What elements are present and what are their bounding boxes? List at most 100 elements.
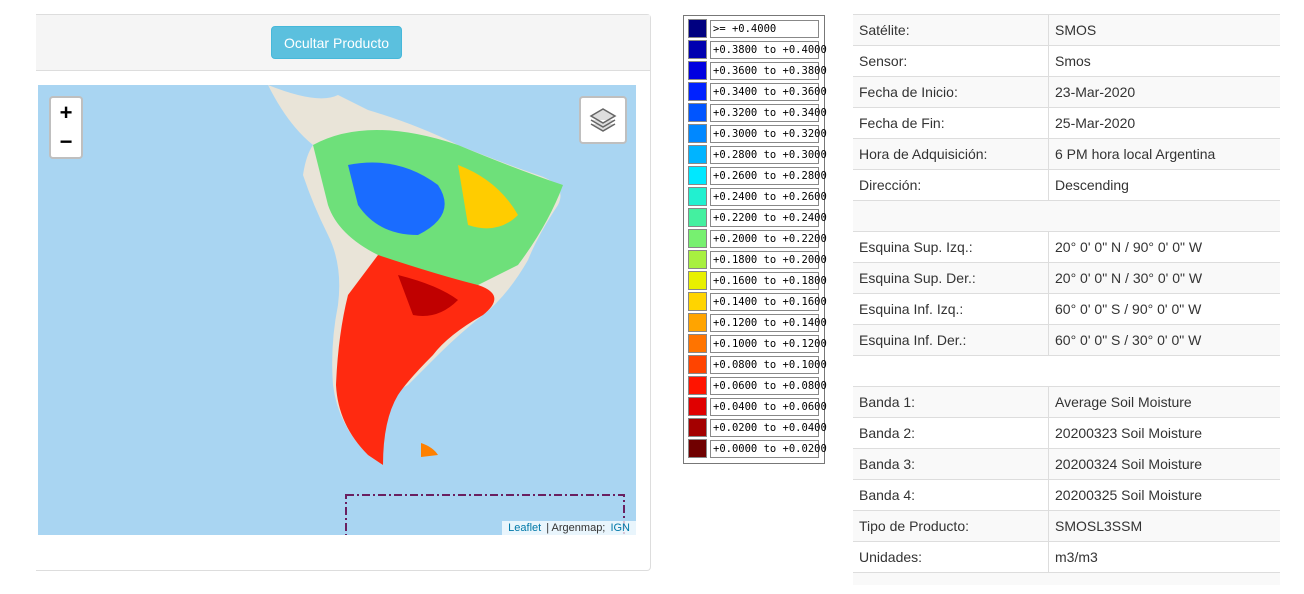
legend-swatch xyxy=(688,208,707,227)
table-row: Dirección: Descending xyxy=(853,169,1280,200)
field-value: 23-Mar-2020 xyxy=(1055,84,1136,100)
field-name: Dirección: xyxy=(853,170,1049,200)
zoom-in[interactable]: + xyxy=(49,96,83,129)
field-value: Descending xyxy=(1055,177,1129,193)
field-value: 6 PM hora local Argentina xyxy=(1055,146,1216,162)
legend-label: +0.0800 to +0.1000 xyxy=(710,356,827,374)
legend-label: +0.2600 to +0.2800 xyxy=(710,167,827,185)
table-row: Banda 1: Average Soil Moisture xyxy=(853,386,1280,417)
legend-swatch xyxy=(688,61,707,80)
legend-swatch xyxy=(688,124,707,143)
attribution-link[interactable]: IGN xyxy=(610,522,630,534)
table-row: Banda 2: 20200323 Soil Moisture xyxy=(853,417,1280,448)
legend-label: +0.3600 to +0.3800 xyxy=(710,62,827,80)
table-row: Unidades: m3/m3 xyxy=(853,541,1280,572)
field-name: Esquina Sup. Izq.: xyxy=(853,232,1049,262)
field-name: Unidades: xyxy=(853,542,1049,572)
field-name: Banda 2: xyxy=(853,418,1049,448)
legend-label: +0.0200 to +0.0400 xyxy=(710,419,827,437)
legend-label: +0.0400 to +0.0600 xyxy=(710,398,827,416)
field-value: 20200323 Soil Moisture xyxy=(1055,425,1203,441)
table-row: Esquina Sup. Der.: 20° 0' 0" N / 30° 0' 0… xyxy=(853,262,1280,293)
field-name: Sensor: xyxy=(853,46,1049,76)
field-value: 20° 0' 0" N / 30° 0' 0" W xyxy=(1055,270,1203,286)
field-value: 20200324 Soil Moisture xyxy=(1055,456,1203,472)
legend-swatch xyxy=(688,166,707,185)
field-value: 20200325 Soil Moisture xyxy=(1055,487,1203,503)
table-row: Fecha de Inicio: 23-Mar-2020 xyxy=(853,76,1280,107)
legend-swatch xyxy=(688,313,707,332)
field-value: m3/m3 xyxy=(1055,549,1098,565)
legend-swatch xyxy=(688,334,707,353)
layers-icon xyxy=(589,108,617,132)
table-row: Tipo de Producto: SMOSL3SSM xyxy=(853,510,1280,541)
attribution-text: | Argenmap; xyxy=(546,522,606,534)
legend-swatch xyxy=(688,418,707,437)
legend-label: +0.1600 to +0.1800 xyxy=(710,272,827,290)
legend-label: +0.3200 to +0.3400 xyxy=(710,104,827,122)
legend-swatch xyxy=(688,397,707,416)
table-row: Banda 4: 20200325 Soil Moisture xyxy=(853,479,1280,510)
hide-product-button[interactable]: Ocultar Producto xyxy=(271,26,402,59)
table-row: Hora de Adquisición: 6 PM hora local Arge… xyxy=(853,138,1280,169)
legend-swatch xyxy=(688,271,707,290)
legend-swatch xyxy=(688,229,707,248)
legend-label: +0.2200 to +0.2400 xyxy=(710,209,827,227)
legend-label: +0.2800 to +0.3000 xyxy=(710,146,827,164)
attribution-link[interactable]: Leaflet xyxy=(508,522,542,534)
field-value: 60° 0' 0" S / 30° 0' 0" W xyxy=(1055,332,1202,348)
legend-label: +0.3800 to +0.4000 xyxy=(710,41,827,59)
table-row: Esquina Sup. Izq.: 20° 0' 0" N / 90° 0' 0… xyxy=(853,231,1280,262)
legend-swatch xyxy=(688,103,707,122)
field-value: Smos xyxy=(1055,53,1091,69)
legend-label: +0.2000 to +0.2200 xyxy=(710,230,827,248)
legend-swatch xyxy=(688,376,707,395)
field-name: Banda 1: xyxy=(853,387,1049,417)
map-canvas xyxy=(268,85,625,535)
legend-label: +0.3000 to +0.3200 xyxy=(710,125,827,143)
field-value: 60° 0' 0" S / 90° 0' 0" W xyxy=(1055,301,1202,317)
field-value: SMOSL3SSM xyxy=(1055,518,1143,534)
legend-label: >= +0.4000 xyxy=(710,20,819,38)
field-name: Esquina Inf. Izq.: xyxy=(853,294,1049,324)
legend-swatch xyxy=(688,439,707,458)
legend-label: +0.1400 to +0.1600 xyxy=(710,293,827,311)
field-value: 25-Mar-2020 xyxy=(1055,115,1136,131)
spacer-row xyxy=(853,572,1280,585)
field-name: Satélite: xyxy=(853,15,1049,45)
table-row: Sensor: Smos xyxy=(853,45,1280,76)
data-dry xyxy=(458,165,518,229)
legend-label: +0.1000 to +0.1200 xyxy=(710,335,827,353)
field-name: Banda 3: xyxy=(853,449,1049,479)
map[interactable]: + − Leaflet | Argenmap; IGN xyxy=(38,85,636,535)
field-name: Tipo de Producto: xyxy=(853,511,1049,541)
spacer-row xyxy=(853,200,1280,231)
table-row: Banda 3: 20200324 Soil Moisture xyxy=(853,448,1280,479)
legend-swatch xyxy=(688,292,707,311)
legend-label: +0.2400 to +0.2600 xyxy=(710,188,827,206)
legend-swatch xyxy=(688,19,707,38)
field-value: SMOS xyxy=(1055,22,1097,38)
legend-swatch xyxy=(688,40,707,59)
table-row: Satélite: SMOS xyxy=(853,14,1280,45)
layers-control[interactable] xyxy=(579,96,627,144)
product-panel: Ocultar Producto + − Leaflet | Argenmap;… xyxy=(36,14,651,571)
field-name: Esquina Sup. Der.: xyxy=(853,263,1049,293)
legend-swatch xyxy=(688,145,707,164)
legend-label: +0.1800 to +0.2000 xyxy=(710,251,827,269)
legend-label: +0.0000 to +0.0200 xyxy=(710,440,827,458)
table-row: Esquina Inf. Der.: 60° 0' 0" S / 30° 0' 0… xyxy=(853,324,1280,355)
legend-label: +0.1200 to +0.1400 xyxy=(710,314,827,332)
field-name: Fecha de Inicio: xyxy=(853,77,1049,107)
legend-swatch xyxy=(688,82,707,101)
spacer-row xyxy=(853,355,1280,386)
info-table: Satélite: SMOS Sensor: Smos Fecha de Inicio:… xyxy=(853,14,1280,585)
zoom-out[interactable]: − xyxy=(49,127,83,159)
table-row: Esquina Inf. Izq.: 60° 0' 0" S / 90° 0' 0… xyxy=(853,293,1280,324)
field-name: Fecha de Fin: xyxy=(853,108,1049,138)
legend-swatch xyxy=(688,187,707,206)
legend: >= +0.4000 +0.3800 to +0.4000 +0.3600 to +… xyxy=(683,15,827,464)
table-row: Fecha de Fin: 25-Mar-2020 xyxy=(853,107,1280,138)
attribution: Leaflet | Argenmap; IGN xyxy=(502,521,636,535)
